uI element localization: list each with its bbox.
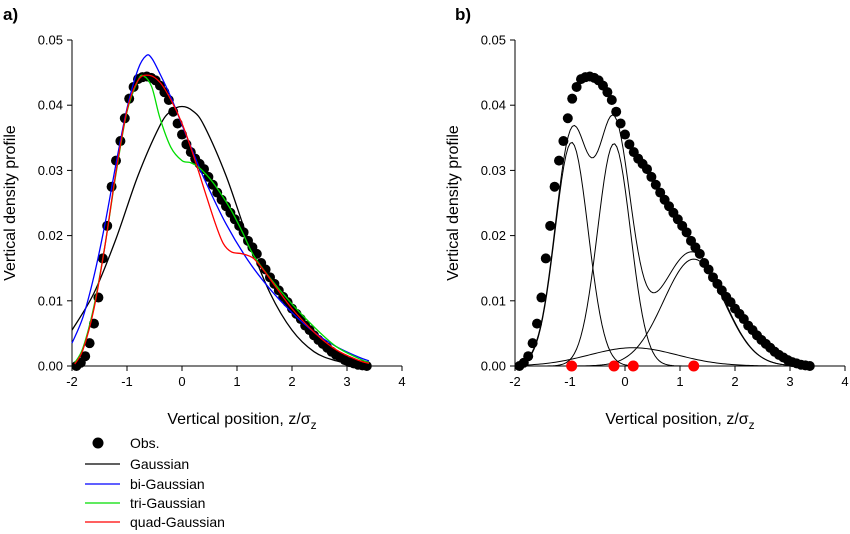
panel-b-x-tick-label: -2 — [509, 374, 521, 389]
legend: Obs. Gaussian bi-Gaussian tri-Gaussian q… — [85, 435, 225, 530]
component-mean-marker — [608, 360, 620, 372]
panel-a-x-axis-title: Vertical position, z/σz — [167, 411, 316, 432]
panel-a-y-tick-label: 0.03 — [38, 163, 63, 178]
panel-b-y-tick-label: 0.05 — [481, 33, 506, 48]
panel-b-obs-point — [540, 253, 551, 264]
panel-b-y-axis-title: Vertical density profile — [445, 125, 462, 281]
panel-a-curves — [71, 54, 370, 366]
panel-a: a) -2 -1 0 1 2 3 4 0.00 0.01 0.02 0.03 0.04 0.05 Ver… — [2, 5, 406, 530]
panel-a-points — [71, 71, 372, 371]
panel-b-obs-point — [681, 227, 692, 238]
panel-a-x-axis-title-sub: z — [311, 418, 317, 432]
panel-b-obs-point — [545, 220, 556, 231]
panel-b-y-tick-label: 0.02 — [481, 228, 506, 243]
component-gaussian-curve-1 — [514, 141, 812, 367]
panel-b-x-tick-label: 4 — [841, 374, 848, 389]
panel-b-y-tick-label: 0.00 — [481, 359, 506, 374]
panel-a-x-tick-label: 3 — [343, 374, 350, 389]
series-quad-gaussian-line — [74, 74, 370, 365]
panel-b-obs-point — [646, 171, 657, 182]
panel-a-y-axis-title: Vertical density profile — [2, 125, 19, 281]
panel-b-obs-point — [694, 248, 705, 259]
panel-a-x-tick-label: 0 — [178, 374, 185, 389]
legend-obs-marker — [92, 437, 104, 449]
panel-b-obs-point — [655, 187, 666, 198]
component-mean-marker — [566, 360, 578, 372]
panel-b-label: b) — [455, 5, 471, 24]
legend-obs-label: Obs. — [130, 435, 160, 451]
panel-a-y-tick-label: 0.01 — [38, 293, 63, 308]
panel-b-x-tick-label: 3 — [786, 374, 793, 389]
panel-b-obs-point — [567, 93, 578, 104]
panel-b: b) -2 -1 0 1 2 3 4 0.00 0.01 0.02 0.03 0.04 0.05 Ver… — [445, 5, 849, 432]
panel-a-obs-point — [80, 351, 91, 362]
panel-a-ticks: -2 -1 0 1 2 3 4 0.00 0.01 0.02 0.03 0.04 0.05 — [38, 33, 406, 390]
panel-b-x-tick-label: 2 — [731, 374, 738, 389]
panel-b-obs-point — [549, 181, 560, 192]
panel-b-obs-point — [571, 81, 582, 92]
legend-bi-gaussian-label: bi-Gaussian — [130, 476, 205, 492]
panel-a-y-tick-label: 0.05 — [38, 33, 63, 48]
panel-a-obs-point — [84, 338, 95, 349]
panel-b-x-tick-label: -1 — [564, 374, 576, 389]
panel-a-obs-point — [260, 264, 271, 275]
panel-b-x-axis-title-sub: z — [749, 418, 755, 432]
component-gaussian-curve-3 — [514, 347, 813, 367]
panel-b-y-tick-label: 0.01 — [481, 293, 506, 308]
panel-b-y-tick-label: 0.04 — [481, 98, 506, 113]
total-fit-curve — [514, 114, 813, 367]
series-tri-gaussian-line — [74, 74, 370, 364]
panel-a-y-tick-label: 0.04 — [38, 98, 63, 113]
legend-gaussian-label: Gaussian — [130, 456, 189, 472]
panel-b-obs-point — [620, 129, 630, 140]
panel-b-obs-point — [532, 318, 542, 329]
legend-quad-gaussian-label: quad-Gaussian — [130, 514, 225, 530]
panel-b-obs-point — [554, 155, 564, 166]
panel-b-markers — [566, 360, 700, 372]
panel-b-obs-point — [562, 113, 573, 124]
legend-tri-gaussian-label: tri-Gaussian — [130, 495, 205, 511]
panel-a-x-axis-title-main: Vertical position, z/σ — [167, 411, 310, 428]
series-gaussian-line — [71, 105, 370, 366]
panel-a-label: a) — [3, 5, 18, 24]
panel-b-obs-point — [602, 87, 613, 98]
panel-a-x-tick-label: 1 — [233, 374, 240, 389]
panel-a-x-tick-label: -2 — [66, 374, 78, 389]
panel-a-y-tick-label: 0.00 — [38, 359, 63, 374]
panel-a-y-tick-label: 0.02 — [38, 228, 63, 243]
panel-a-x-tick-label: 4 — [398, 374, 405, 389]
panel-b-x-tick-label: 0 — [621, 374, 628, 389]
panel-b-obs-point — [606, 94, 617, 105]
panel-b-obs-point — [536, 292, 547, 303]
component-gaussian-curve-2 — [515, 143, 812, 367]
panel-b-obs-point — [611, 106, 622, 117]
panel-b-y-tick-label: 0.03 — [481, 163, 506, 178]
panel-b-x-tick-label: 1 — [676, 374, 683, 389]
panel-a-x-tick-label: 2 — [288, 374, 295, 389]
panel-b-ticks: -2 -1 0 1 2 3 4 0.00 0.01 0.02 0.03 0.04 0.05 — [481, 33, 849, 390]
panel-b-obs-point — [650, 179, 661, 190]
series-bi-gaussian-line — [71, 54, 370, 362]
panel-a-x-tick-label: -1 — [121, 374, 133, 389]
panel-b-obs-point — [624, 139, 635, 150]
component-mean-marker — [688, 360, 700, 372]
panel-b-obs-point — [642, 164, 652, 175]
panel-b-x-axis-title: Vertical position, z/σz — [605, 411, 754, 432]
panel-b-x-axis-title-main: Vertical position, z/σ — [605, 411, 748, 428]
component-mean-marker — [627, 360, 639, 372]
panel-b-points — [514, 71, 815, 371]
panel-a-obs-point — [207, 179, 218, 190]
panel-a-obs-point — [212, 187, 223, 198]
panel-b-curves — [514, 114, 813, 367]
panel-b-obs-point — [558, 136, 569, 147]
